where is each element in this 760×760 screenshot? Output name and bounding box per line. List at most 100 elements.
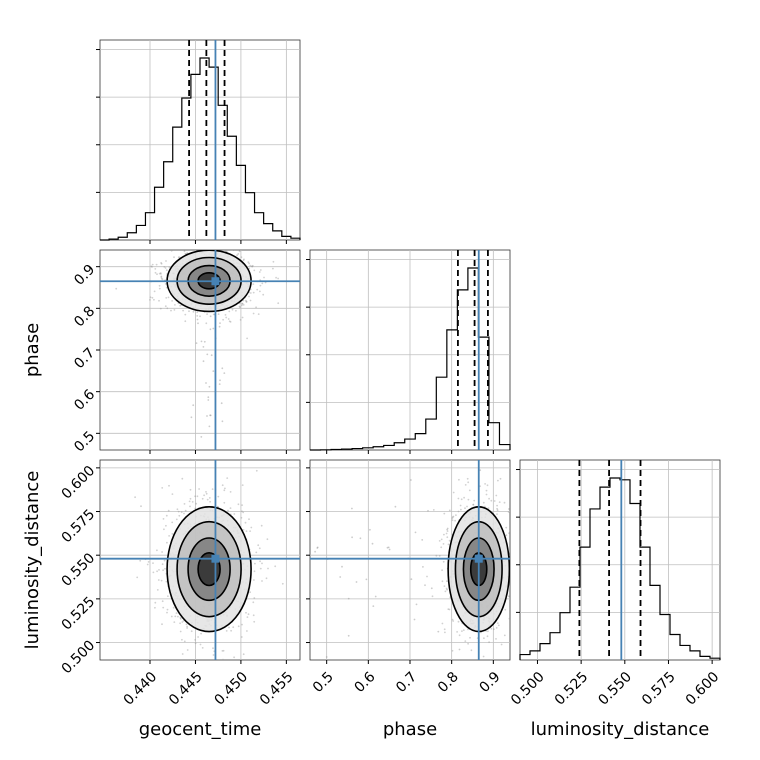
sample-point [153, 290, 156, 293]
sample-point [483, 637, 485, 640]
sample-point [165, 524, 167, 527]
y-axis-label: phase [22, 323, 43, 377]
sample-point [158, 272, 161, 275]
sample-point [505, 534, 508, 537]
sample-point [517, 557, 519, 559]
sample-point [174, 615, 177, 618]
sample-point [253, 620, 256, 623]
sample-point [493, 500, 496, 502]
sample-point [205, 322, 208, 325]
sample-point [451, 519, 454, 522]
sample-point [161, 600, 164, 603]
sample-point [473, 499, 476, 502]
sample-point [507, 595, 510, 598]
sample-point [431, 595, 434, 598]
sample-point [170, 250, 173, 252]
sample-point [277, 277, 279, 280]
sample-point [221, 367, 224, 370]
sample-point [259, 567, 262, 570]
sample-point [196, 315, 199, 317]
sample-point [225, 316, 228, 319]
sample-point [190, 630, 193, 633]
sample-point [467, 498, 470, 501]
sample-point [446, 527, 449, 530]
sample-point [446, 536, 449, 539]
x-tick-label: 0.600 [683, 669, 723, 709]
y-tick-label: 0.525 [59, 594, 99, 634]
sample-point [470, 649, 473, 652]
sample-point [191, 241, 193, 243]
sample-point [194, 639, 197, 641]
sample-point [181, 653, 184, 655]
sample-point [243, 258, 245, 261]
y-tick-label: 0.8 [71, 303, 98, 330]
sample-point [164, 567, 166, 570]
sample-point [160, 262, 163, 264]
sample-point [153, 298, 155, 301]
sample-point [258, 271, 261, 273]
sample-point [250, 265, 253, 268]
sample-point [173, 309, 176, 311]
sample-point [158, 569, 160, 571]
sample-point [227, 318, 230, 320]
sample-point [500, 668, 502, 670]
truth-marker [211, 554, 220, 563]
sample-point [212, 647, 214, 650]
sample-point [487, 507, 490, 509]
sample-point [355, 581, 358, 583]
sample-point [347, 597, 350, 600]
sample-point [440, 546, 443, 549]
sample-point [511, 579, 513, 581]
sample-point [154, 606, 156, 609]
sample-point [255, 306, 257, 309]
sample-point [193, 247, 195, 249]
sample-point [252, 601, 255, 604]
sample-point [189, 505, 191, 508]
sample-point [156, 589, 159, 591]
sample-point [410, 578, 413, 581]
sample-point [205, 492, 208, 495]
sample-point [179, 622, 182, 625]
sample-point [485, 493, 488, 496]
sample-point [464, 640, 467, 642]
sample-point [274, 565, 277, 568]
sample-point [266, 538, 269, 541]
sample-point [201, 497, 204, 500]
sample-point [451, 649, 454, 652]
sample-point [441, 580, 444, 583]
sample-point [248, 262, 251, 265]
sample-point [164, 267, 167, 269]
sample-point [240, 304, 243, 307]
sample-point [160, 276, 163, 279]
sample-point [443, 585, 446, 587]
sample-point [445, 532, 448, 535]
sample-point [414, 531, 417, 534]
sample-point [509, 607, 510, 610]
sample-point [421, 539, 424, 541]
sample-point [165, 514, 168, 517]
sample-point [232, 250, 235, 252]
sample-point [155, 263, 158, 266]
sample-point [259, 284, 262, 287]
sample-point [457, 620, 460, 623]
sample-point [492, 628, 495, 631]
sample-point [251, 265, 254, 268]
sample-point [495, 627, 498, 629]
sample-point [272, 260, 275, 263]
sample-point [183, 250, 186, 253]
sample-point [441, 622, 444, 625]
sample-point [237, 503, 240, 506]
sample-point [496, 513, 498, 515]
sample-point [424, 584, 426, 587]
sample-point [185, 623, 188, 626]
sample-point [426, 575, 428, 578]
sample-point [186, 649, 189, 651]
sample-point [410, 479, 412, 481]
sample-point [168, 245, 170, 247]
scatter-panel-phase-vs-luminosity_distance [306, 459, 519, 670]
sample-point [217, 313, 220, 315]
sample-point [253, 269, 256, 272]
sample-point [507, 511, 510, 513]
sample-point [229, 321, 232, 323]
sample-point [496, 507, 498, 510]
